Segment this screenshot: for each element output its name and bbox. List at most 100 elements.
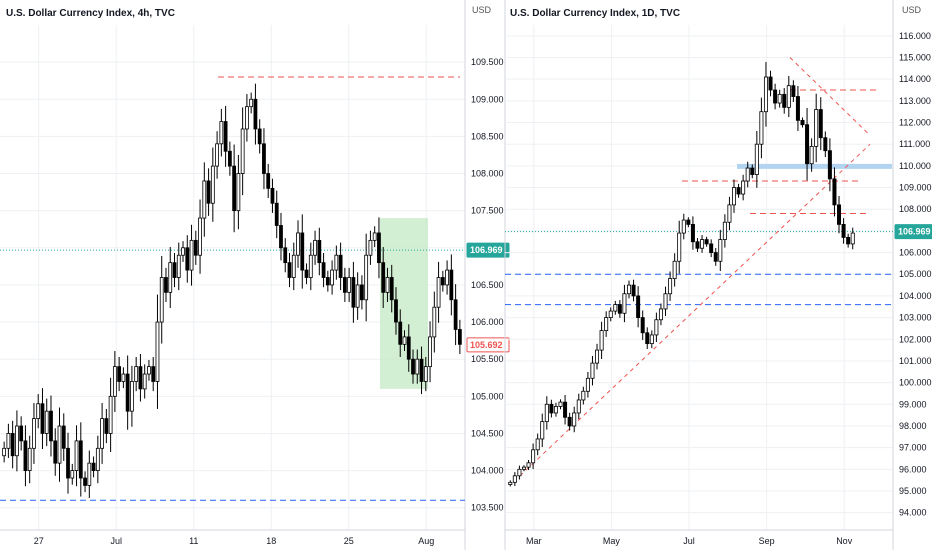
y-tick-label: 116.000 (899, 31, 931, 41)
candle-body (636, 295, 641, 318)
y-tick-label: 95.000 (899, 486, 927, 496)
candle-body (695, 241, 700, 249)
candle-body (193, 239, 198, 256)
right-currency-label: USD (902, 5, 922, 15)
y-tick-label: 108.500 (471, 131, 504, 141)
trendline-up (519, 143, 871, 477)
x-tick-label: Nov (836, 536, 853, 546)
candle-body (262, 143, 266, 174)
candle-body (134, 366, 139, 382)
right-chart-title: U.S. Dollar Currency Index, 1D, TVC (510, 8, 680, 19)
candle-body (100, 418, 104, 449)
candle-body (512, 475, 517, 483)
candle-body (164, 277, 168, 293)
candle-body (445, 269, 449, 286)
x-tick-label: Jul (683, 536, 695, 546)
y-tick-label: 100.000 (899, 378, 932, 388)
candle-body (704, 239, 709, 245)
candle-body (581, 390, 586, 401)
candle-body (521, 466, 526, 470)
candle-body (151, 366, 156, 382)
current-price-tag: 106.969 (898, 227, 931, 237)
candle-body (595, 349, 600, 364)
candle-body (777, 93, 782, 104)
candle-body (415, 358, 420, 375)
candle-body (19, 425, 24, 442)
candle-body (585, 377, 590, 392)
candle-body (117, 366, 122, 382)
y-tick-label: 103.500 (471, 503, 504, 513)
candle-body (423, 366, 428, 382)
candle-body (381, 262, 386, 293)
candle-body (291, 254, 296, 278)
candle-body (32, 418, 36, 449)
candle-body (215, 143, 219, 167)
y-tick-label: 106.500 (471, 280, 504, 290)
candle-body (283, 247, 288, 264)
candle-body (274, 202, 279, 226)
last-price-tag-bg (466, 337, 510, 353)
candle-body (40, 403, 45, 434)
y-tick-label: 108.000 (899, 204, 932, 214)
x-tick-label: May (603, 536, 621, 546)
y-tick-label: 114.000 (899, 74, 931, 84)
candle-body (567, 416, 572, 427)
left-chart-panel: 103.500 104.000 104.500 105.000 105.500 106.0… (0, 0, 510, 550)
candle-body (759, 111, 764, 145)
y-tick-label: 104.000 (899, 291, 932, 301)
candle-body (155, 321, 160, 382)
candle-body (15, 425, 19, 457)
candle-body (535, 438, 540, 451)
candle-body (453, 299, 458, 330)
candle-body (791, 85, 796, 97)
candle-body (709, 243, 714, 253)
candle-body (266, 173, 271, 189)
candle-body (130, 381, 134, 412)
candle-body (351, 277, 356, 308)
y-tick-label: 104.000 (471, 466, 504, 476)
x-tick-label: 11 (189, 536, 198, 546)
candle-body (617, 304, 622, 314)
candle-body (112, 366, 117, 397)
candle-body (360, 284, 364, 301)
candle-body (253, 98, 258, 130)
candle-body (800, 119, 805, 126)
x-tick-label: Aug (418, 536, 434, 546)
candle-body (406, 336, 411, 360)
y-tick-label: 107.500 (471, 206, 504, 216)
y-tick-label: 96.000 (899, 464, 927, 474)
candle-body (394, 299, 398, 323)
candle-body (526, 462, 531, 468)
candle-body (572, 412, 577, 427)
candle-body (70, 470, 75, 479)
candle-body (668, 278, 673, 295)
candle-body (74, 440, 79, 471)
candle-body (599, 330, 604, 351)
candle-body (210, 165, 215, 204)
candle-body (181, 247, 185, 256)
candle-body (232, 165, 237, 212)
candle-body (736, 187, 741, 195)
candle-body (334, 254, 339, 271)
candle-body (544, 403, 549, 423)
candle-body (531, 449, 536, 464)
candle-body (104, 418, 109, 434)
candle-body (672, 260, 677, 279)
candle-body (626, 284, 631, 295)
candle-body (763, 76, 768, 113)
candle-body (108, 395, 113, 434)
candle-body (138, 366, 143, 390)
candle-body (172, 262, 177, 278)
current-price-tag-bg (466, 242, 510, 258)
candle-body (782, 93, 787, 108)
candle-body (814, 109, 819, 147)
x-tick-label: Mar (526, 536, 542, 546)
candle-body (440, 277, 445, 286)
candle-body (176, 254, 181, 278)
right-chart-panel: 94.000 95.000 96.000 97.000 98.000 99.000 100.… (504, 0, 932, 550)
candle-body (786, 85, 791, 108)
y-tick-label: 98.000 (899, 421, 927, 431)
candle-body (700, 239, 705, 249)
candle-body (227, 150, 232, 167)
candle-body (558, 401, 563, 407)
